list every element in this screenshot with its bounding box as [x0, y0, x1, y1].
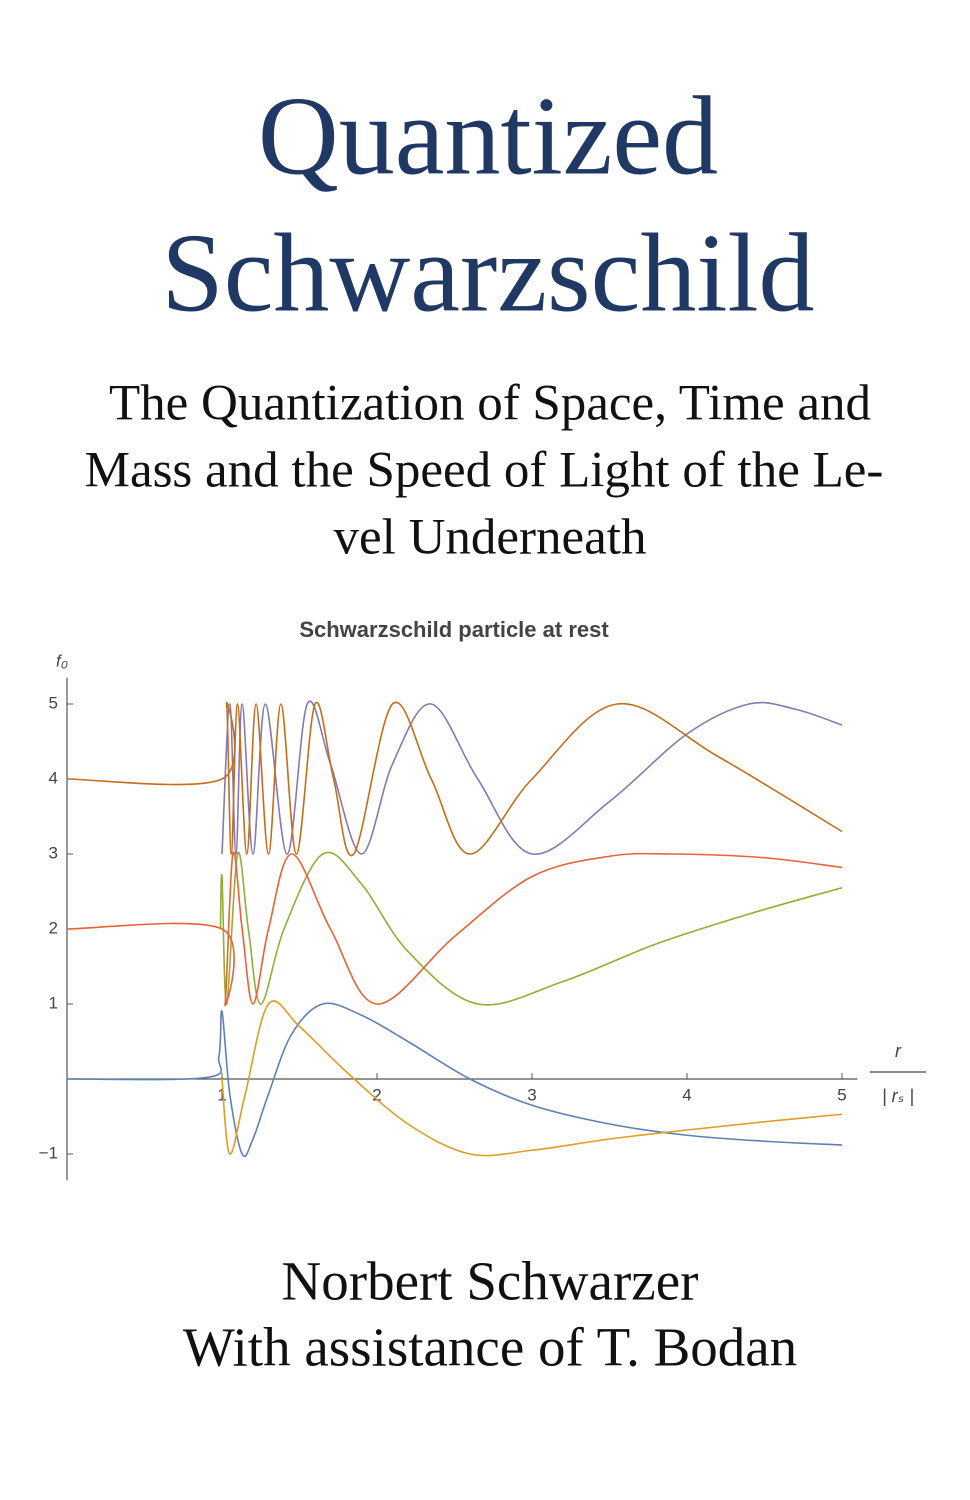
series-line — [66, 701, 843, 857]
series-line — [66, 1002, 843, 1158]
subtitle: The Quantization of Space, Time and Mass… — [85, 376, 884, 566]
y-axis-label: f₀ — [56, 651, 68, 670]
x-axis-label-numerator: r — [895, 1041, 902, 1061]
subtitle-line: The Quantization of Space, Time and — [109, 376, 871, 432]
y-tick-label: 2 — [49, 918, 58, 937]
series-line — [66, 851, 843, 1007]
title-line: Quantized — [258, 75, 718, 199]
author-line: Norbert Schwarzer — [282, 1251, 699, 1312]
title: Quantized Schwarzschild — [161, 75, 814, 336]
series-line — [221, 1000, 843, 1157]
x-tick-label: 5 — [837, 1085, 846, 1104]
x-axis-label-denominator: | rₛ | — [882, 1086, 914, 1106]
subtitle-line: vel Underneath — [334, 510, 647, 566]
title-line: Schwarzschild — [161, 212, 814, 336]
y-tick-label: −1 — [39, 1143, 58, 1162]
x-tick-label: 1 — [217, 1085, 226, 1104]
y-tick-label: 1 — [49, 993, 58, 1012]
plot: −1 1 2 3 4 5 1 2 3 4 5 — [39, 677, 858, 1181]
x-tick-label: 4 — [682, 1085, 691, 1104]
y-tick-label: 4 — [49, 768, 58, 787]
y-tick-label: 5 — [49, 693, 58, 712]
author-line: With assistance of T. Bodan — [183, 1317, 797, 1378]
chart-title: Schwarzschild particle at rest — [299, 617, 609, 642]
x-tick-label: 3 — [527, 1085, 536, 1104]
x-tick-label: 2 — [372, 1085, 381, 1104]
y-tick-label: 3 — [49, 843, 58, 862]
series-line — [219, 851, 843, 1006]
subtitle-line: Mass and the Speed of Light of the Le- — [85, 443, 884, 499]
series-line — [221, 700, 843, 855]
authors: Norbert Schwarzer With assistance of T. … — [183, 1251, 797, 1378]
